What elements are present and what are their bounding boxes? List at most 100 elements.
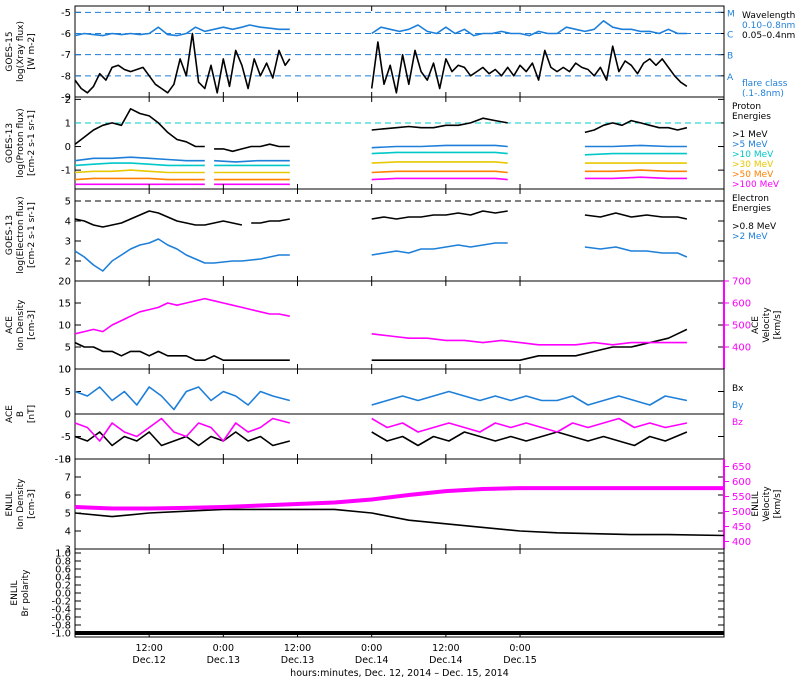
y-right-tick-label: 650 <box>732 462 751 473</box>
series-0-05-0-4nm-segment-1 <box>370 41 688 94</box>
x-tick-date-label: Dec.13 <box>207 655 241 666</box>
x-tick-date-label: Dec.14 <box>355 655 389 666</box>
panel-frame-enlil-plasma <box>74 458 725 550</box>
y-right-axis-label: Velocity <box>762 307 772 343</box>
y-tick-label: -0.6 <box>51 613 71 624</box>
y-tick-label: 10 <box>58 365 71 376</box>
y-tick-label: -0.2 <box>51 597 71 608</box>
legend-entry: >30 MeV <box>732 160 774 170</box>
series--100-mev-segment-2 <box>371 177 508 181</box>
series--100-mev-segment-3 <box>584 176 687 180</box>
series--10-mev-segment-3 <box>584 152 687 156</box>
series-by-segment-1 <box>371 390 688 406</box>
y-axis-label: [nT] <box>27 405 37 423</box>
series--50-mev-segment-0 <box>74 177 205 181</box>
y-axis-label: GOES-13 <box>5 123 15 163</box>
y-tick-label: 3 <box>65 545 71 556</box>
y-right-axis-label: ACE <box>751 316 761 334</box>
legend-entry: >1 MeV <box>732 130 768 140</box>
y-tick-label: -6 <box>61 29 71 40</box>
legend-entry: >10 MeV <box>732 150 774 160</box>
y-tick-label: -10 <box>55 455 71 466</box>
y-tick-label: 0.4 <box>55 573 71 584</box>
y-tick-label: 0 <box>65 142 71 153</box>
series--1-mev-segment-0 <box>74 108 205 148</box>
flare-class-letter: C <box>727 31 733 41</box>
y-axis-label: ENLIL <box>5 491 15 516</box>
series--0-8-mev-segment-1 <box>251 218 290 224</box>
series--5-mev-segment-1 <box>214 159 290 163</box>
y-tick-label: -5 <box>61 432 71 443</box>
y-tick-label: 3 <box>65 237 71 248</box>
series-0-05-0-4nm-segment-0 <box>74 32 291 94</box>
y-axis-label: ACE <box>5 316 15 334</box>
x-tick-date-label: Dec.15 <box>503 655 537 666</box>
series--2-mev-segment-1 <box>371 242 508 256</box>
series--5-mev-segment-3 <box>584 144 687 148</box>
x-axis-title: hours:minutes, Dec. 12, 2014 – Dec. 15, … <box>290 668 509 679</box>
legend-title: Electron <box>732 194 769 204</box>
legend-entry: >50 MeV <box>732 170 774 180</box>
panel-frame-enlil-polarity <box>74 548 725 638</box>
y-right-axis-label: [km/s] <box>773 490 783 519</box>
series--5-mev-segment-0 <box>74 156 205 162</box>
y-tick-label: 2 <box>65 95 71 106</box>
series-bx-segment-1 <box>371 431 688 447</box>
y-axis-label: Br polarity <box>21 569 31 617</box>
y-right-tick-label: 600 <box>732 477 751 488</box>
x-tick-date-label: Dec.12 <box>132 655 166 666</box>
legend-entry: >5 MeV <box>732 140 768 150</box>
series-velocity-segment-0 <box>74 486 724 511</box>
y-tick-label: 0.8 <box>55 557 71 568</box>
y-tick-label: 7 <box>65 473 71 484</box>
legend-entry: >100 MeV <box>732 180 780 190</box>
y-right-tick-label: 400 <box>732 537 751 548</box>
panel-frame-goes-xray <box>74 5 725 98</box>
series-ion-density-segment-0 <box>74 508 725 537</box>
y-axis-label: log(Proton flux) <box>16 108 26 177</box>
series--30-mev-segment-2 <box>371 161 508 164</box>
legend-entry: 0.05–0.4nm <box>742 31 795 41</box>
y-right-tick-label: 500 <box>732 507 751 518</box>
x-tick-time-label: 12:00 <box>135 643 162 654</box>
x-tick-time-label: 0:00 <box>213 643 234 654</box>
flare-class-letter: A <box>727 73 734 83</box>
series--50-mev-segment-3 <box>584 169 687 173</box>
y-tick-label: 5 <box>65 197 71 208</box>
series-ion-density-segment-0 <box>74 341 290 362</box>
y-tick-label: -9 <box>61 93 71 104</box>
series--1-mev-segment-1 <box>214 143 290 153</box>
series-0-10-0-8nm-segment-0 <box>74 24 290 37</box>
y-axis-label: log(Electron flux) <box>16 196 26 273</box>
y-axis-label: ENLIL <box>10 580 20 605</box>
y-tick-label: 10 <box>58 321 71 332</box>
legend-title: Wavelength <box>742 11 795 21</box>
y-tick-label: 15 <box>58 299 71 310</box>
series--5-mev-segment-2 <box>371 144 508 149</box>
legend-title: Energies <box>732 112 771 122</box>
x-tick-time-label: 12:00 <box>432 643 459 654</box>
y-tick-label: -1 <box>61 166 71 177</box>
x-tick-time-label: 0:00 <box>361 643 382 654</box>
legend-title: Energies <box>732 204 771 214</box>
y-axis-label: GOES-15 <box>5 31 15 71</box>
y-tick-label: 0.6 <box>55 565 71 576</box>
series-velocity-segment-0 <box>74 297 290 335</box>
series-bz-segment-0 <box>74 417 291 442</box>
series-bx-segment-0 <box>74 431 291 447</box>
y-right-tick-label: 700 <box>732 277 751 288</box>
series--1-mev-segment-2 <box>371 117 508 131</box>
y-tick-label: 0 <box>65 410 71 421</box>
y-axis-label: Ion Density <box>16 478 26 530</box>
y-axis-label: ACE <box>5 405 15 423</box>
y-tick-label: -5 <box>61 8 71 19</box>
y-tick-label: 8 <box>65 455 71 466</box>
series--10-mev-segment-0 <box>74 162 205 167</box>
y-tick-label: 5 <box>65 509 71 520</box>
y-tick-label: 1.0 <box>55 549 71 560</box>
legend-entry: By <box>732 401 744 411</box>
y-right-axis-label: ENLIL <box>751 491 761 516</box>
y-right-tick-label: 550 <box>732 492 751 503</box>
y-axis-label: [cm-3] <box>27 310 37 340</box>
